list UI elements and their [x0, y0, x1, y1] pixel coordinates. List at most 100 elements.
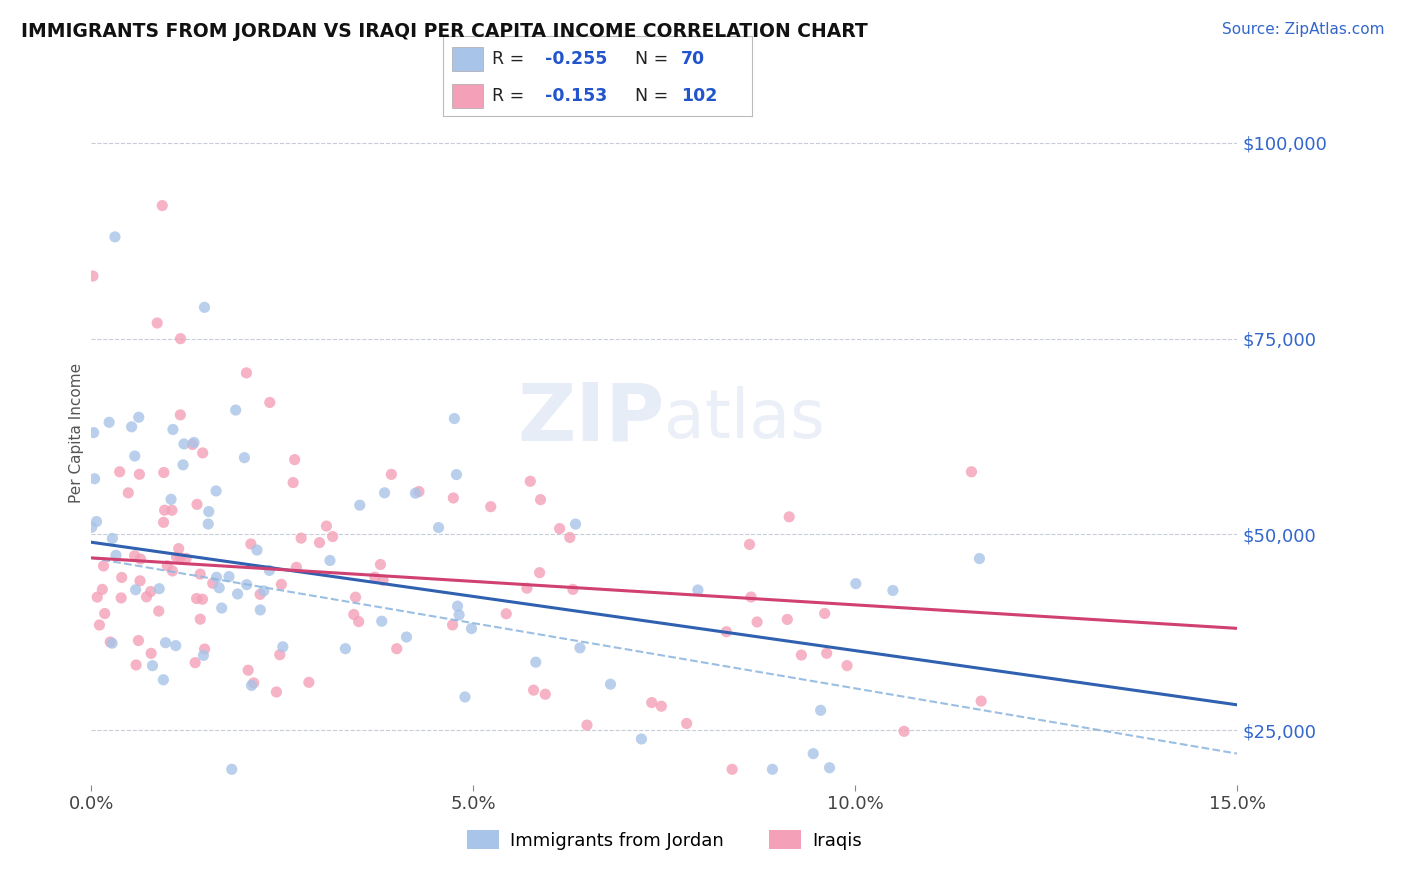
- FancyBboxPatch shape: [453, 84, 484, 108]
- Point: [427, 520, 450, 534]
- Point: [183, 435, 205, 450]
- Point: [236, 663, 259, 677]
- Point: [160, 503, 183, 517]
- Point: [776, 612, 799, 626]
- Text: -0.153: -0.153: [546, 87, 607, 105]
- Point: [460, 622, 482, 636]
- Point: [716, 624, 738, 639]
- Point: [738, 537, 761, 551]
- Point: [125, 657, 148, 672]
- Point: [191, 592, 214, 607]
- Point: [408, 484, 430, 499]
- Text: Source: ZipAtlas.com: Source: ZipAtlas.com: [1222, 22, 1385, 37]
- Point: [104, 548, 127, 562]
- Point: [290, 531, 312, 545]
- Point: [575, 718, 598, 732]
- Point: [197, 504, 219, 518]
- Point: [235, 366, 257, 380]
- Point: [184, 656, 207, 670]
- Point: [128, 467, 150, 482]
- Point: [308, 535, 330, 549]
- Point: [373, 485, 395, 500]
- Point: [128, 410, 150, 425]
- Point: [344, 590, 367, 604]
- Text: -0.255: -0.255: [546, 50, 607, 68]
- Point: [205, 483, 228, 498]
- Point: [152, 516, 174, 530]
- Point: [285, 560, 308, 574]
- Point: [650, 699, 672, 714]
- Point: [240, 678, 263, 692]
- Point: [194, 642, 217, 657]
- Point: [197, 516, 219, 531]
- Point: [745, 615, 768, 629]
- Point: [153, 503, 176, 517]
- Text: IMMIGRANTS FROM JORDAN VS IRAQI PER CAPITA INCOME CORRELATION CHART: IMMIGRANTS FROM JORDAN VS IRAQI PER CAPI…: [21, 22, 868, 41]
- Point: [349, 498, 371, 512]
- Point: [173, 437, 195, 451]
- Point: [249, 603, 271, 617]
- Point: [218, 569, 240, 583]
- Point: [139, 646, 162, 660]
- Point: [266, 685, 288, 699]
- Point: [740, 590, 762, 604]
- Point: [815, 646, 838, 660]
- Text: N =: N =: [634, 50, 673, 68]
- Point: [322, 530, 344, 544]
- Point: [86, 590, 108, 604]
- Text: 102: 102: [681, 87, 717, 105]
- Point: [208, 581, 231, 595]
- Point: [443, 411, 465, 425]
- Point: [169, 408, 191, 422]
- Point: [347, 615, 370, 629]
- Point: [548, 522, 571, 536]
- Point: [284, 452, 307, 467]
- Point: [152, 673, 174, 687]
- Point: [108, 465, 131, 479]
- Point: [630, 731, 652, 746]
- Point: [117, 486, 139, 500]
- Point: [205, 570, 228, 584]
- Point: [156, 558, 179, 573]
- Point: [495, 607, 517, 621]
- Point: [148, 604, 170, 618]
- Point: [98, 415, 121, 429]
- Point: [124, 549, 146, 563]
- Point: [778, 509, 800, 524]
- Point: [298, 675, 321, 690]
- Point: [83, 425, 105, 440]
- Point: [534, 687, 557, 701]
- Point: [315, 519, 337, 533]
- Point: [801, 747, 824, 761]
- Point: [395, 630, 418, 644]
- Text: atlas: atlas: [664, 385, 825, 451]
- Point: [169, 332, 191, 346]
- Point: [343, 607, 366, 622]
- Point: [845, 576, 868, 591]
- Text: ZIP: ZIP: [517, 379, 664, 458]
- Point: [82, 268, 104, 283]
- Point: [233, 450, 256, 465]
- Point: [558, 531, 581, 545]
- Point: [818, 761, 841, 775]
- Point: [364, 570, 387, 584]
- Point: [186, 497, 208, 511]
- Point: [211, 601, 233, 615]
- Point: [882, 583, 904, 598]
- Point: [405, 486, 427, 500]
- Point: [380, 467, 402, 482]
- Point: [454, 690, 477, 704]
- Point: [686, 582, 709, 597]
- Point: [835, 658, 858, 673]
- Point: [446, 599, 468, 614]
- Point: [167, 541, 190, 556]
- Point: [446, 467, 468, 482]
- Point: [181, 437, 204, 451]
- Point: [814, 607, 837, 621]
- Point: [523, 683, 546, 698]
- Point: [519, 475, 541, 489]
- Point: [93, 607, 115, 621]
- Point: [371, 573, 394, 587]
- Point: [371, 614, 394, 628]
- Point: [172, 458, 194, 472]
